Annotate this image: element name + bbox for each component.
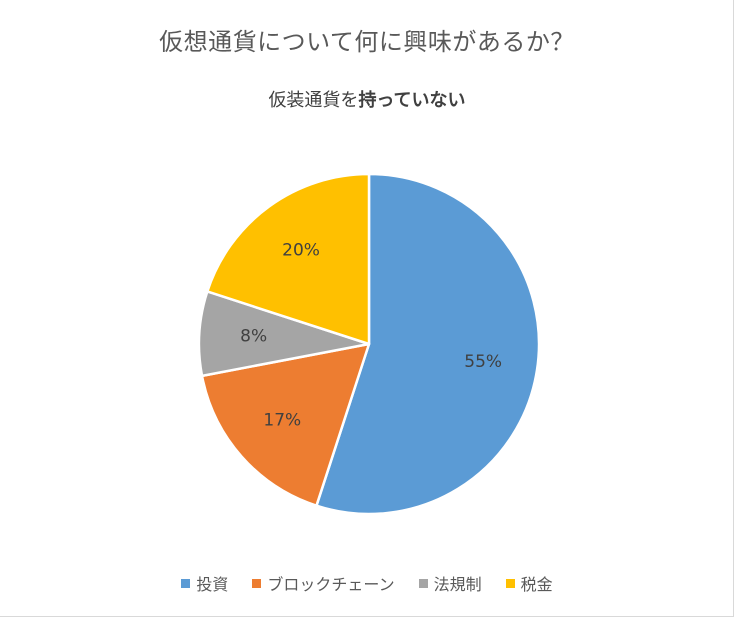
pie-slice-label-2: 17% <box>263 410 301 430</box>
legend-item-3: 法規制 <box>418 571 482 595</box>
legend-item-1: 投資 <box>181 571 228 595</box>
legend-swatch-3 <box>418 578 428 588</box>
legend-label-3: 法規制 <box>433 575 482 594</box>
legend-label-4: 税金 <box>520 575 553 594</box>
pie-slice-2 <box>200 342 371 507</box>
subtitle-bold: 持っていない <box>358 90 466 111</box>
pie-slice-label-1: 55% <box>464 352 502 372</box>
legend-item-4: 税金 <box>505 571 553 595</box>
pie-slice-label-3: 8% <box>240 327 267 347</box>
legend-label-2: ブロックチェーン <box>267 575 395 594</box>
pie-slice-4 <box>206 172 371 346</box>
legend-swatch-1 <box>181 578 191 588</box>
chart-legend: 投資 ブロックチェーン 法規制 税金 <box>0 571 734 595</box>
pie-slice-1 <box>315 172 541 516</box>
pie-slice-label-4: 20% <box>282 240 320 260</box>
chart-subtitle: 仮装通貨を持っていない <box>0 86 734 112</box>
chart-title: 仮想通貨について何に興味があるか？ <box>159 28 575 56</box>
legend-item-2: ブロックチェーン <box>252 571 395 595</box>
pie-slices <box>197 172 541 516</box>
legend-swatch-4 <box>505 578 515 588</box>
pie-slice-labels: 55% 17% 8% 20% <box>240 240 502 430</box>
subtitle-prefix: 仮装通貨を <box>268 90 359 111</box>
legend-swatch-2 <box>252 578 262 588</box>
legend-label-1: 投資 <box>196 575 229 594</box>
